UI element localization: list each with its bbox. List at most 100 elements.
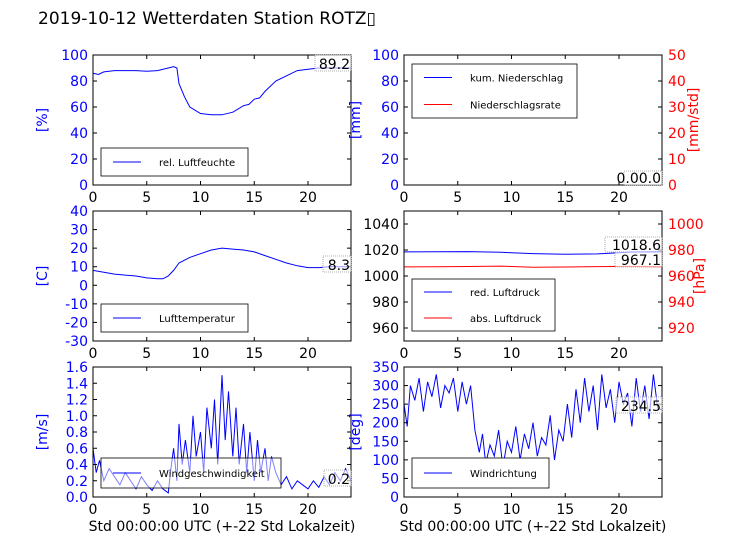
temperature-ytick-label: 0 [79,278,88,294]
temperature-ytick-label: 30 [70,223,88,239]
precipitation-ytick-label-right: 50 [668,48,686,64]
wind-speed-ytick-label: 1.4 [66,376,88,392]
figure-title: 2019-10-12 Wetterdaten Station ROTZ▯ [38,9,376,29]
humidity-xtick-label: 10 [192,190,210,206]
wind-direction-xtick-label: 5 [453,502,462,518]
pressure-legend-label: abs. Luftdruck [470,314,541,325]
temperature-ytick-label: 10 [70,260,88,276]
humidity-plot-frame [92,54,352,186]
temperature-value-label: 8.3 [328,258,350,274]
humidity-xtick-label: 15 [245,190,263,206]
temperature-legend: Lufttemperatur [100,303,249,333]
wind-direction-ytick-label: 250 [372,397,399,413]
precipitation-ytick-label-right: 30 [668,100,686,116]
precipitation-value-label: 0.00.0 [616,171,661,187]
humidity-value-box [314,54,352,72]
precipitation-legend-box [411,63,578,119]
wind-speed-legend: Windgeschwindigkeit [100,457,282,489]
pressure-ylabel-right: [hPa] [692,258,708,294]
wind-direction-legend-label: Windrichtung [470,469,537,480]
precipitation-value-box [623,170,663,186]
precipitation-legend-label: kum. Niederschlag [470,74,563,85]
precipitation-ytick-label-right: 10 [668,152,686,168]
wind-speed-xlabel: Std 00:00:00 UTC (+-22 Std Lokalzeit) [89,519,356,535]
humidity-legend: rel. Luftfeuchte [100,147,249,177]
pressure-value-box [614,251,663,268]
humidity-series-0-line [93,66,351,116]
wind-speed-ylabel: [m/s] [35,414,51,451]
precipitation-ytick-label-right: 20 [668,126,686,142]
precipitation-legend: kum. Niederschlag Niederschlagsrate [411,63,578,119]
precipitation-ytick-label: 0 [390,178,399,194]
temperature-value-box [322,255,352,273]
pressure-ytick-label: 1000 [363,269,399,285]
pressure-ytick-label: 1040 [363,217,399,233]
pressure-ytick-label-right: 980 [668,243,695,259]
wind-speed-legend-label: Windgeschwindigkeit [159,469,265,480]
temperature-legend-label: Lufttemperatur [159,314,236,325]
wind-speed-value-label: 0.2 [328,472,350,488]
precipitation-xtick-label: 5 [453,190,462,206]
wind-direction-value-box [615,396,663,414]
temperature-xtick-label: 0 [89,346,98,362]
wind-speed-ytick-label: 0.8 [66,425,88,441]
wind-direction-xlabel: Std 00:00:00 UTC (+-22 Std Lokalzeit) [400,519,667,535]
pressure-ytick-label-right: 1000 [668,217,704,233]
humidity-ytick-label: 60 [70,100,88,116]
pressure-value-label: 1018.6 [612,238,661,254]
precipitation-ytick-label-right: 0 [668,178,677,194]
wind-direction-legend: Windrichtung [411,457,550,489]
wind-speed-ytick-label: 1.2 [66,393,88,409]
precipitation-ytick-label: 100 [372,48,399,64]
temperature-ytick-label: -30 [65,334,88,350]
precipitation-ytick-label: 20 [381,152,399,168]
pressure-xtick-label: 0 [400,346,409,362]
wind-direction-xtick-label: 10 [503,502,521,518]
pressure-xtick-label: 5 [453,346,462,362]
pressure-ytick-label: 960 [372,321,399,337]
pressure-ytick-label-right: 960 [668,269,695,285]
pressure-legend: red. Luftdruck abs. Luftdruck [411,278,556,332]
pressure-ytick-label: 1020 [363,243,399,259]
pressure-xtick-label: 20 [610,346,628,362]
temperature-ylabel: [C] [35,266,51,287]
wind-direction-ytick-label: 100 [372,453,399,469]
humidity-ytick-label: 0 [79,178,88,194]
humidity-xtick-label: 5 [142,190,151,206]
wind-direction-xtick-label: 0 [400,502,409,518]
wind-direction-ytick-label: 50 [381,471,399,487]
precipitation-xtick-label: 20 [610,190,628,206]
precipitation-xtick-label: 15 [556,190,574,206]
humidity-ytick-label: 20 [70,152,88,168]
temperature-ytick-label: -20 [65,315,88,331]
wind-direction-ytick-label: 0 [390,490,399,506]
wind-speed-ytick-label: 0.4 [66,458,88,474]
wind-direction-ytick-label: 150 [372,434,399,450]
wind-direction-ytick-label: 200 [372,416,399,432]
wind-speed-value-box [323,469,352,487]
temperature-series-0-line [93,247,351,280]
precipitation-plot-frame [403,54,663,186]
pressure-legend-box [411,278,556,332]
humidity-xtick-label: 0 [89,190,98,206]
wind-speed-ytick-label: 0.0 [66,490,88,506]
wind-speed-xtick-label: 5 [142,502,151,518]
pressure-ytick-label-right: 920 [668,321,695,337]
humidity-ytick-label: 40 [70,126,88,142]
temperature-xtick-label: 5 [142,346,151,362]
humidity-value-label: 89.2 [319,57,350,73]
humidity-ytick-label: 80 [70,74,88,90]
precipitation-ytick-label: 60 [381,100,399,116]
pressure-xtick-label: 15 [556,346,574,362]
humidity-legend-label: rel. Luftfeuchte [159,158,235,169]
temperature-ytick-label: 40 [70,204,88,220]
pressure-ytick-label: 980 [372,295,399,311]
temperature-xtick-label: 20 [299,346,317,362]
wind-speed-ytick-label: 1.6 [66,360,88,376]
precipitation-ytick-label: 80 [381,74,399,90]
wind-direction-xtick-label: 20 [610,502,628,518]
humidity-ytick-label: 100 [61,48,88,64]
precipitation-ylabel-right: [mm/std] [686,88,702,153]
wind-direction-ytick-label: 300 [372,379,399,395]
